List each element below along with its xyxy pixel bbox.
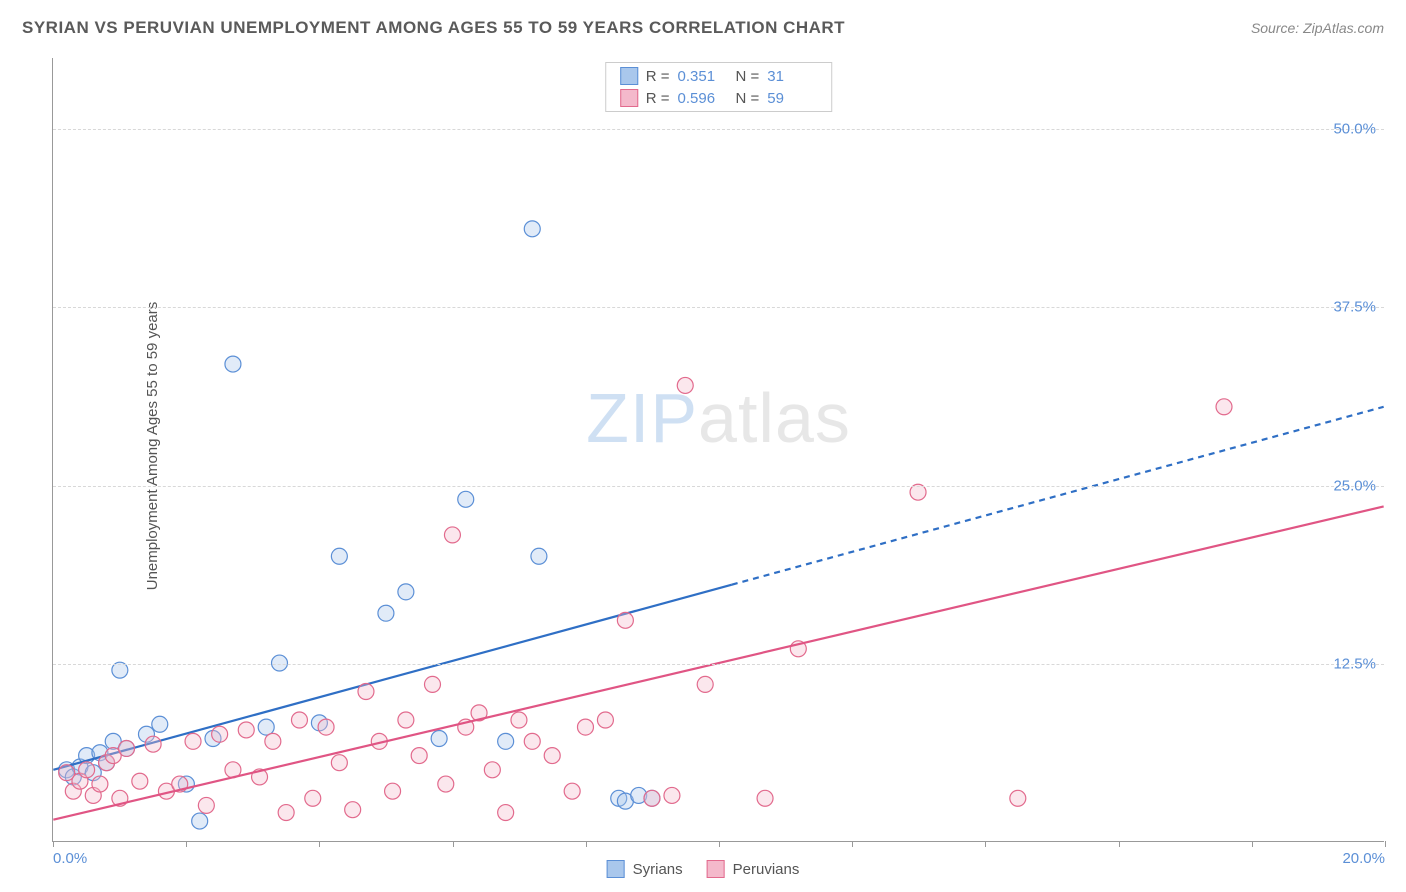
data-point: [265, 733, 281, 749]
data-point: [498, 805, 514, 821]
data-point: [498, 733, 514, 749]
gridline: [53, 129, 1384, 130]
data-point: [644, 790, 660, 806]
data-point: [757, 790, 773, 806]
data-point: [564, 783, 580, 799]
data-point: [345, 802, 361, 818]
gridline: [53, 664, 1384, 665]
gridline: [53, 486, 1384, 487]
gridline: [53, 307, 1384, 308]
data-point: [238, 722, 254, 738]
data-point: [511, 712, 527, 728]
data-point: [458, 491, 474, 507]
data-point: [597, 712, 613, 728]
x-tick: [453, 841, 454, 847]
data-point: [212, 726, 228, 742]
data-point: [524, 221, 540, 237]
data-point: [92, 776, 108, 792]
data-point: [152, 716, 168, 732]
data-point: [398, 584, 414, 600]
data-point: [444, 527, 460, 543]
data-point: [278, 805, 294, 821]
y-tick-label: 50.0%: [1333, 121, 1376, 138]
chart-title: SYRIAN VS PERUVIAN UNEMPLOYMENT AMONG AG…: [22, 18, 845, 38]
data-point: [617, 612, 633, 628]
data-point: [424, 676, 440, 692]
x-tick: [53, 841, 54, 847]
data-point: [258, 719, 274, 735]
legend-item: Syrians: [607, 860, 683, 878]
data-point: [145, 736, 161, 752]
x-tick: [186, 841, 187, 847]
x-tick: [1252, 841, 1253, 847]
data-point: [378, 605, 394, 621]
data-point: [411, 748, 427, 764]
data-point: [192, 813, 208, 829]
data-point: [664, 787, 680, 803]
legend-swatch: [707, 860, 725, 878]
data-point: [1216, 399, 1232, 415]
legend-swatch: [607, 860, 625, 878]
trend-line-extrapolated: [732, 407, 1384, 585]
x-tick-label: 20.0%: [1342, 850, 1385, 867]
y-tick-label: 12.5%: [1333, 655, 1376, 672]
legend-series-name: Syrians: [633, 861, 683, 878]
x-tick: [586, 841, 587, 847]
data-point: [677, 377, 693, 393]
x-tick: [985, 841, 986, 847]
data-point: [198, 797, 214, 813]
data-point: [398, 712, 414, 728]
legend-item: Peruvians: [707, 860, 800, 878]
data-point: [331, 755, 347, 771]
chart-source: Source: ZipAtlas.com: [1251, 20, 1384, 36]
data-point: [544, 748, 560, 764]
data-point: [132, 773, 148, 789]
data-point: [331, 548, 347, 564]
data-point: [524, 733, 540, 749]
data-point: [225, 356, 241, 372]
data-point: [484, 762, 500, 778]
data-point: [291, 712, 307, 728]
y-tick-label: 37.5%: [1333, 299, 1376, 316]
data-point: [305, 790, 321, 806]
series-legend: Syrians Peruvians: [607, 860, 800, 878]
legend-series-name: Peruvians: [733, 861, 800, 878]
data-point: [1010, 790, 1026, 806]
data-point: [119, 740, 135, 756]
scatter-plot-svg: [53, 58, 1384, 841]
x-tick: [1119, 841, 1120, 847]
data-point: [577, 719, 593, 735]
data-point: [431, 731, 447, 747]
x-tick: [1385, 841, 1386, 847]
data-point: [531, 548, 547, 564]
chart-plot-area: ZIPatlas R =0.351N =31R =0.596N =59 12.5…: [52, 58, 1384, 842]
data-point: [79, 762, 95, 778]
data-point: [358, 684, 374, 700]
x-tick: [319, 841, 320, 847]
x-tick: [852, 841, 853, 847]
data-point: [385, 783, 401, 799]
data-point: [318, 719, 334, 735]
data-point: [697, 676, 713, 692]
data-point: [185, 733, 201, 749]
x-tick-label: 0.0%: [53, 850, 87, 867]
x-tick: [719, 841, 720, 847]
data-point: [438, 776, 454, 792]
y-tick-label: 25.0%: [1333, 477, 1376, 494]
